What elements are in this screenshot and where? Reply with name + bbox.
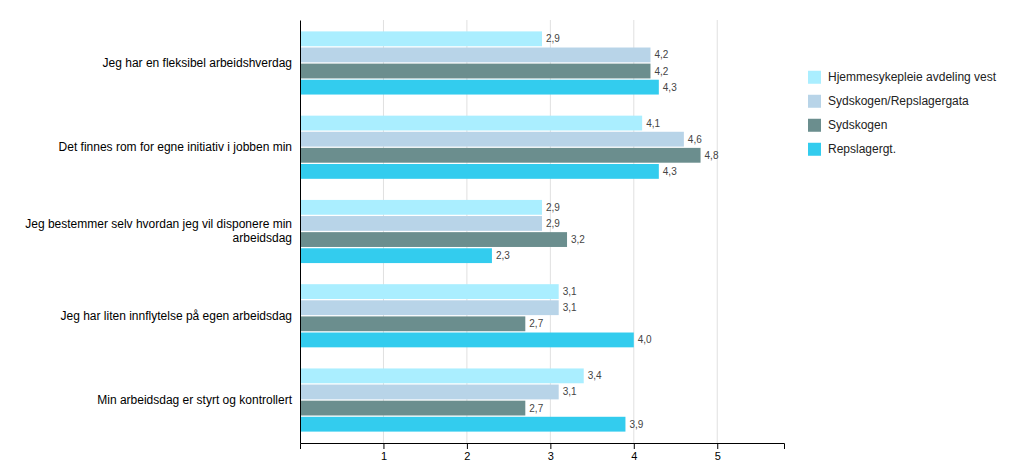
bars <box>300 31 701 431</box>
bar <box>300 164 659 179</box>
bar-series <box>300 48 684 400</box>
bar <box>300 333 634 348</box>
data-label: 3,2 <box>571 234 585 245</box>
legend-label: Sydskogen <box>828 118 887 132</box>
legend: Hjemmesykepleie avdeling vest Sydskogen/R… <box>808 70 997 156</box>
data-label: 2,7 <box>529 403 543 414</box>
chart-container: 2,9 4,1 2,9 3,1 3,4 4,2 4,6 2,9 3,1 3,1 4,2 4,8 3,2 2… <box>0 0 1024 475</box>
legend-label: Sydskogen/Repslagergata <box>828 94 969 108</box>
x-tick: 1 <box>381 443 387 462</box>
data-label: 2,9 <box>546 202 560 213</box>
legend-item: Sydskogen <box>808 118 887 132</box>
bar <box>300 300 559 315</box>
x-tick-mark <box>550 443 551 449</box>
x-tick-label: 5 <box>715 450 721 462</box>
data-label: 3,9 <box>629 419 643 430</box>
y-tick-label-line: Det finnes rom for egne initiativ i jobb… <box>59 140 292 154</box>
data-label: 3,1 <box>563 302 577 313</box>
data-label: 2,3 <box>496 250 510 261</box>
x-tick: 2 <box>464 443 470 462</box>
bar <box>300 216 542 231</box>
data-label: 3,1 <box>563 286 577 297</box>
legend-item: Repslagergt. <box>808 142 896 156</box>
y-tick: Det finnes rom for egne initiativ i jobb… <box>59 140 300 154</box>
y-tick: Jeg har liten innflytelse på egen arbeid… <box>61 309 301 323</box>
x-tick: 4 <box>631 443 637 462</box>
y-axis-line <box>300 21 301 444</box>
chart-svg: 2,9 4,1 2,9 3,1 3,4 4,2 4,6 2,9 3,1 3,1 4,2 4,8 3,2 2… <box>0 0 1024 475</box>
data-label: 4,6 <box>688 134 702 145</box>
bar <box>300 48 650 63</box>
bar <box>300 132 684 147</box>
y-tick-label-line: Jeg har liten innflytelse på egen arbeid… <box>61 309 293 323</box>
y-tick-label-line: Min arbeidsdag er styrt og kontrollert <box>97 393 292 407</box>
bar <box>300 368 584 383</box>
x-tick-mark <box>717 443 718 449</box>
y-tick: Jeg bestemmer selv hvordan jeg vil dispo… <box>25 217 300 245</box>
data-label: 2,9 <box>546 218 560 229</box>
bar <box>300 385 559 400</box>
legend-swatch <box>808 119 821 132</box>
bar <box>300 316 525 331</box>
legend-swatch <box>808 143 821 156</box>
data-label: 4,3 <box>663 166 677 177</box>
y-tick-label: Min arbeidsdag er styrt og kontrollert <box>97 393 292 407</box>
legend-label: Hjemmesykepleie avdeling vest <box>828 70 997 84</box>
x-tick-label: 4 <box>631 450 637 462</box>
x-tick-label: 3 <box>548 450 554 462</box>
bar <box>300 401 525 416</box>
data-label: 4,0 <box>638 334 652 345</box>
bar-series <box>300 80 659 432</box>
data-label: 4,3 <box>663 82 677 93</box>
y-tick-label-line: Jeg har en fleksibel arbeidshverdag <box>103 56 292 70</box>
y-axis: Jeg har en fleksibel arbeidshverdag Det f… <box>25 21 300 444</box>
x-tick-mark <box>467 443 468 449</box>
data-label: 3,1 <box>563 386 577 397</box>
x-tick: 5 <box>715 443 721 462</box>
y-tick: Jeg har en fleksibel arbeidshverdag <box>103 56 300 70</box>
legend-swatch <box>808 95 821 108</box>
x-axis: 1 2 3 4 5 <box>301 443 785 462</box>
x-tick-label: 2 <box>464 450 470 462</box>
y-tick-label: Jeg har liten innflytelse på egen arbeid… <box>61 309 293 323</box>
bar <box>300 200 542 215</box>
bar <box>300 80 659 95</box>
data-label: 4,2 <box>654 49 668 60</box>
grid-line <box>717 20 718 443</box>
data-label: 4,8 <box>705 150 719 161</box>
data-label: 2,7 <box>529 318 543 329</box>
data-label: 3,4 <box>588 370 602 381</box>
legend-swatch <box>808 71 821 84</box>
x-tick: 3 <box>548 443 554 462</box>
x-axis-line <box>301 444 785 450</box>
bar <box>300 148 701 163</box>
bar <box>300 417 625 432</box>
legend-item: Sydskogen/Repslagergata <box>808 94 969 108</box>
legend-item: Hjemmesykepleie avdeling vest <box>808 70 997 84</box>
plot-area: 2,9 4,1 2,9 3,1 3,4 4,2 4,6 2,9 3,1 3,1 4,2 4,8 3,2 2… <box>25 20 784 462</box>
y-tick-label: Jeg bestemmer selv hvordan jeg vil dispo… <box>25 217 292 245</box>
bar <box>300 232 567 247</box>
y-tick-label: Jeg har en fleksibel arbeidshverdag <box>103 56 292 70</box>
y-tick-label-line: Jeg bestemmer selv hvordan jeg vil dispo… <box>25 217 292 231</box>
x-tick-label: 1 <box>381 450 387 462</box>
bar <box>300 284 559 299</box>
bar-series <box>300 64 701 416</box>
data-label: 4,1 <box>646 118 660 129</box>
y-tick: Min arbeidsdag er styrt og kontrollert <box>97 393 300 407</box>
bar <box>300 116 642 131</box>
y-tick-label: Det finnes rom for egne initiativ i jobb… <box>59 140 292 154</box>
x-tick-mark <box>634 443 635 449</box>
y-tick-label-line: arbeidsdag <box>233 231 292 245</box>
x-tick-mark <box>383 443 384 449</box>
bar <box>300 64 650 79</box>
data-labels: 2,9 4,1 2,9 3,1 3,4 4,2 4,6 2,9 3,1 3,1 4,2 4,8 3,2 2… <box>496 33 719 429</box>
bar <box>300 248 492 263</box>
data-label: 4,2 <box>654 66 668 77</box>
legend-label: Repslagergt. <box>828 142 896 156</box>
data-label: 2,9 <box>546 33 560 44</box>
bar <box>300 31 542 46</box>
